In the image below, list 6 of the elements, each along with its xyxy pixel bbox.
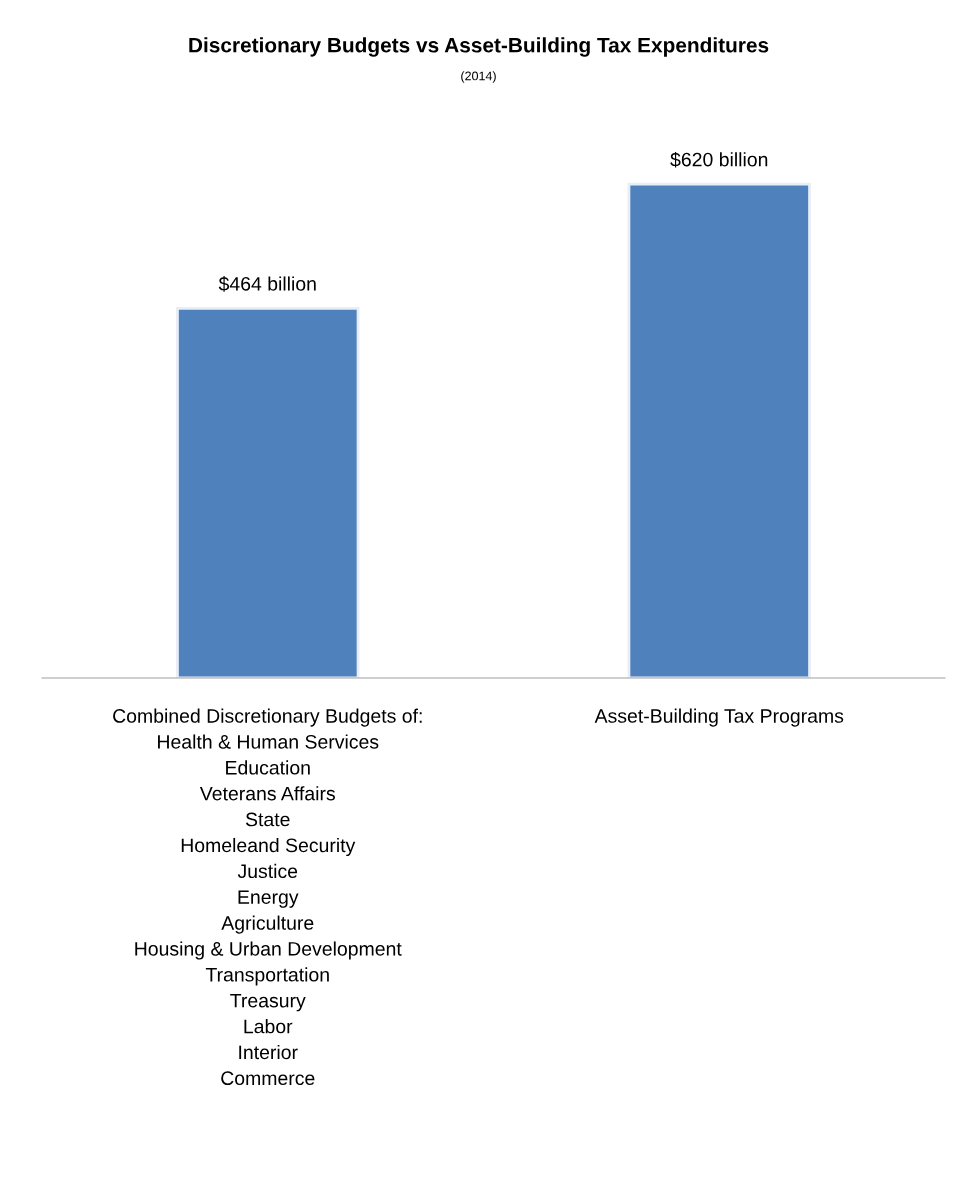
chart-subtitle: (2014) [461, 71, 496, 83]
category-label: Combined Discretionary Budgets of: Health & Human Services Education Veterans Affairs State Homeleand Security Justice Energy Agriculture Housing & Urban Development Transportation Treasury Labor Interior Commerce [113, 708, 422, 1086]
data-label: $620 billion [670, 151, 768, 168]
x-tick-label: Asset-Building Tax Programs [594, 708, 844, 727]
chart-title: Discretionary Budgets vs Asset-Building Tax Expenditures [189, 37, 769, 57]
data-label: $464 billion [218, 276, 316, 292]
